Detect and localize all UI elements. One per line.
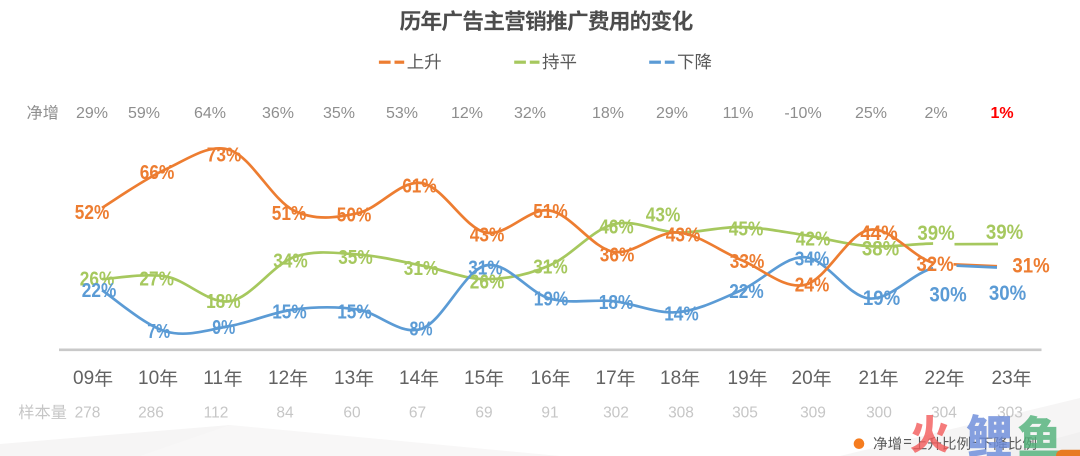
svg-text:10: 10: [138, 368, 159, 389]
svg-text:39%: 39%: [986, 220, 1023, 244]
svg-text:309: 309: [800, 405, 826, 422]
svg-text:29%: 29%: [656, 105, 688, 122]
svg-text:51%: 51%: [272, 203, 307, 225]
svg-text:34%: 34%: [273, 250, 308, 272]
svg-text:84: 84: [276, 405, 294, 422]
svg-text:27%: 27%: [139, 269, 174, 291]
svg-text:35%: 35%: [338, 247, 373, 269]
svg-text:18%: 18%: [599, 292, 634, 314]
svg-text:278: 278: [75, 405, 101, 422]
svg-text:53%: 53%: [386, 105, 418, 122]
svg-text:7%: 7%: [147, 321, 170, 343]
svg-text:=: =: [903, 435, 912, 451]
svg-text:15%: 15%: [272, 301, 307, 323]
svg-text:305: 305: [732, 405, 758, 422]
svg-text:38%: 38%: [862, 236, 899, 260]
svg-text:33%: 33%: [730, 251, 765, 273]
svg-text:304: 304: [931, 405, 957, 422]
svg-text:13: 13: [334, 368, 355, 389]
svg-text:59%: 59%: [128, 105, 160, 122]
svg-text:16: 16: [531, 368, 552, 389]
svg-text:34%: 34%: [795, 248, 830, 270]
svg-text:51%: 51%: [533, 201, 568, 223]
svg-text:39%: 39%: [917, 221, 954, 245]
svg-text:11: 11: [203, 368, 223, 389]
svg-text:69: 69: [475, 405, 492, 422]
svg-text:30%: 30%: [989, 281, 1026, 305]
svg-text:22%: 22%: [729, 281, 764, 303]
svg-text:46%: 46%: [599, 216, 634, 238]
svg-text:286: 286: [138, 405, 164, 422]
svg-text:31%: 31%: [404, 258, 439, 280]
svg-text:64%: 64%: [194, 105, 226, 122]
svg-text:-10%: -10%: [784, 105, 821, 122]
svg-text:21: 21: [859, 368, 880, 389]
svg-text:22: 22: [925, 368, 946, 389]
svg-text:308: 308: [668, 405, 694, 422]
svg-text:2%: 2%: [924, 105, 947, 122]
svg-text:29%: 29%: [76, 105, 108, 122]
svg-text:300: 300: [866, 405, 892, 422]
svg-text:26%: 26%: [80, 269, 115, 291]
svg-text:23: 23: [992, 368, 1013, 389]
svg-text:67: 67: [409, 405, 426, 422]
svg-text:26%: 26%: [470, 271, 505, 293]
svg-text:73%: 73%: [207, 144, 242, 166]
svg-text:35%: 35%: [323, 105, 355, 122]
svg-text:18%: 18%: [592, 105, 624, 122]
svg-text:61%: 61%: [402, 175, 437, 197]
svg-text:15%: 15%: [337, 301, 372, 323]
svg-text:91: 91: [541, 405, 558, 422]
svg-text:19: 19: [728, 368, 749, 389]
svg-text:31%: 31%: [468, 257, 503, 279]
svg-text:42%: 42%: [796, 228, 831, 250]
svg-text:31%: 31%: [533, 256, 568, 278]
svg-text:36%: 36%: [262, 105, 294, 122]
svg-text:9%: 9%: [212, 317, 235, 339]
svg-text:60: 60: [343, 405, 361, 422]
svg-text:20: 20: [792, 368, 813, 389]
svg-text:09: 09: [73, 368, 94, 389]
svg-text:17: 17: [596, 368, 617, 389]
svg-text:36%: 36%: [600, 244, 635, 266]
svg-text:14: 14: [399, 368, 421, 389]
svg-text:22%: 22%: [82, 280, 117, 302]
svg-text:24%: 24%: [795, 274, 830, 296]
svg-text:19%: 19%: [863, 286, 900, 310]
svg-text:12%: 12%: [451, 105, 483, 122]
svg-text:30%: 30%: [929, 282, 966, 306]
svg-text:15: 15: [464, 368, 485, 389]
svg-text:18: 18: [660, 368, 681, 389]
svg-text:11%: 11%: [723, 105, 754, 122]
svg-text:45%: 45%: [729, 218, 764, 240]
svg-text:1%: 1%: [990, 105, 1013, 122]
svg-text:25%: 25%: [855, 105, 887, 122]
svg-text:44%: 44%: [860, 221, 897, 245]
svg-text:12: 12: [268, 368, 289, 389]
svg-text:43%: 43%: [666, 224, 701, 246]
svg-text:66%: 66%: [140, 162, 175, 184]
svg-text:8%: 8%: [410, 318, 433, 340]
svg-text:112: 112: [204, 405, 229, 422]
svg-text:14%: 14%: [664, 303, 699, 325]
svg-text:50%: 50%: [337, 204, 372, 226]
svg-text:43%: 43%: [646, 204, 681, 226]
svg-text:32%: 32%: [514, 105, 546, 122]
svg-text:43%: 43%: [470, 224, 505, 246]
svg-text:32%: 32%: [916, 252, 953, 276]
svg-text:302: 302: [603, 405, 629, 422]
svg-text:19%: 19%: [534, 288, 569, 310]
svg-text:52%: 52%: [75, 202, 110, 224]
svg-text:18%: 18%: [206, 291, 241, 313]
svg-text:31%: 31%: [1012, 253, 1049, 277]
